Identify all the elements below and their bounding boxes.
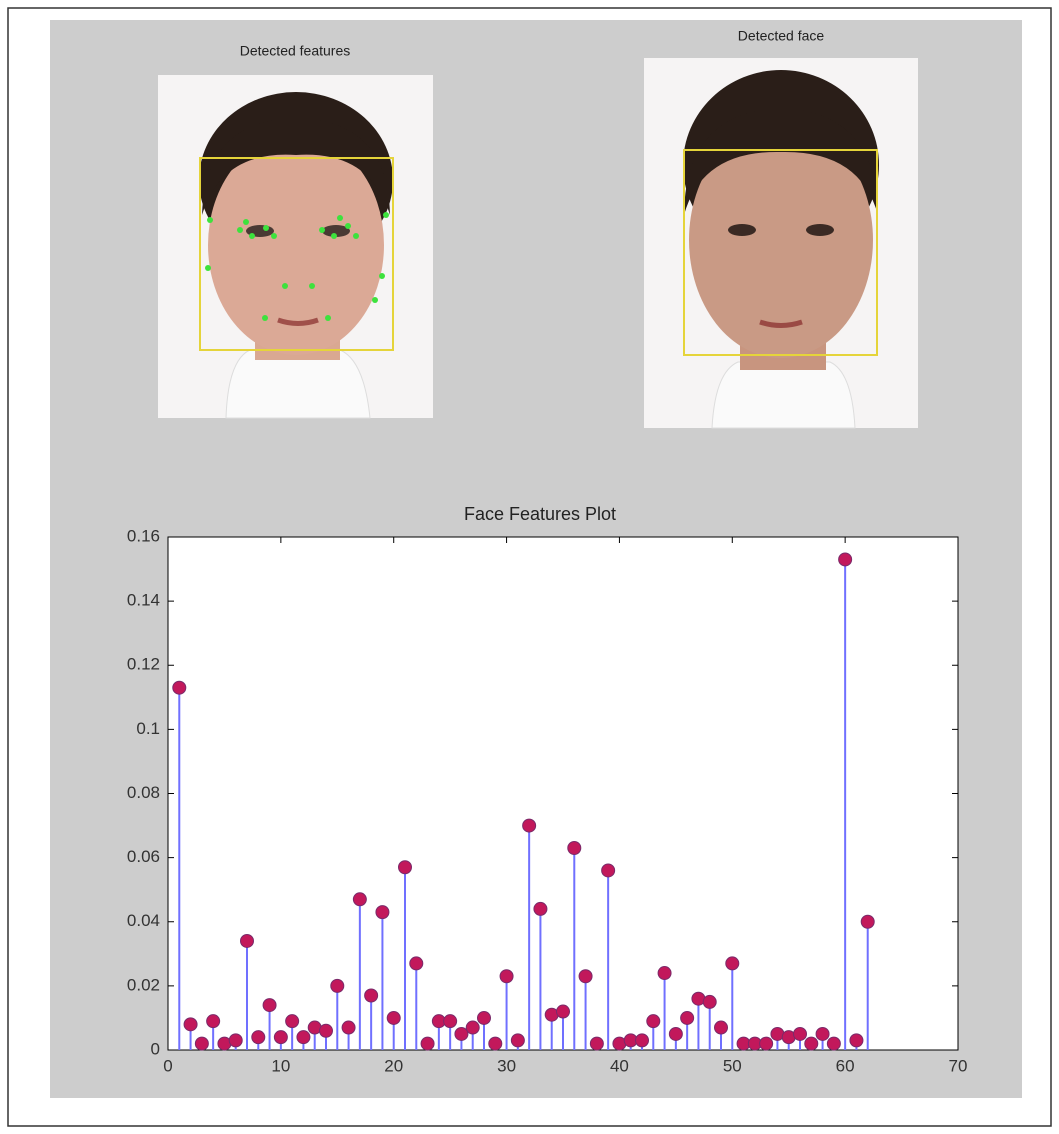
stem-marker xyxy=(590,1037,603,1050)
plot-area xyxy=(168,537,958,1050)
stem-marker xyxy=(399,861,412,874)
image-title: Detected features xyxy=(240,43,351,59)
stem-marker xyxy=(241,934,254,947)
stem-marker xyxy=(658,967,671,980)
stem-marker xyxy=(839,553,852,566)
y-tick-label: 0.02 xyxy=(127,975,160,994)
stem-marker xyxy=(726,957,739,970)
x-tick-label: 60 xyxy=(836,1056,855,1075)
stem-marker xyxy=(466,1021,479,1034)
stem-marker xyxy=(579,970,592,983)
x-tick-label: 50 xyxy=(723,1056,742,1075)
stem-marker xyxy=(229,1034,242,1047)
face-image-features xyxy=(158,75,433,418)
stem-marker xyxy=(794,1027,807,1040)
stem-marker xyxy=(681,1011,694,1024)
stem-marker xyxy=(387,1011,400,1024)
y-tick-label: 0.1 xyxy=(136,719,160,738)
chart-title: Face Features Plot xyxy=(464,504,616,524)
stem-marker xyxy=(444,1015,457,1028)
stem-marker xyxy=(376,906,389,919)
image-title: Detected face xyxy=(738,28,825,44)
y-tick-label: 0.14 xyxy=(127,591,160,610)
x-tick-label: 30 xyxy=(497,1056,516,1075)
x-tick-label: 0 xyxy=(163,1056,172,1075)
stem-marker xyxy=(500,970,513,983)
stem-marker xyxy=(534,902,547,915)
x-tick-label: 10 xyxy=(271,1056,290,1075)
stem-marker xyxy=(647,1015,660,1028)
stem-marker xyxy=(297,1031,310,1044)
y-tick-label: 0.12 xyxy=(127,655,160,674)
stem-marker xyxy=(274,1031,287,1044)
face-image-detected xyxy=(644,58,918,428)
stem-marker xyxy=(850,1034,863,1047)
stem-marker xyxy=(207,1015,220,1028)
stem-marker xyxy=(805,1037,818,1050)
x-tick-label: 40 xyxy=(610,1056,629,1075)
stem-marker xyxy=(602,864,615,877)
stem-marker xyxy=(523,819,536,832)
stem-marker xyxy=(861,915,874,928)
page: {"images": [{"title": "Detected features… xyxy=(0,0,1059,1134)
stem-marker xyxy=(263,999,276,1012)
y-tick-label: 0.04 xyxy=(127,911,160,930)
stem-marker xyxy=(511,1034,524,1047)
y-tick-label: 0.16 xyxy=(127,526,160,545)
x-tick-label: 20 xyxy=(384,1056,403,1075)
stem-marker xyxy=(184,1018,197,1031)
y-tick-label: 0 xyxy=(151,1039,160,1058)
stem-marker xyxy=(286,1015,299,1028)
stem-marker xyxy=(816,1027,829,1040)
stem-marker xyxy=(320,1024,333,1037)
stem-marker xyxy=(557,1005,570,1018)
stem-marker xyxy=(636,1034,649,1047)
stem-marker xyxy=(342,1021,355,1034)
y-tick-label: 0.06 xyxy=(127,847,160,866)
stem-marker xyxy=(760,1037,773,1050)
stem-marker xyxy=(715,1021,728,1034)
y-tick-label: 0.08 xyxy=(127,783,160,802)
stem-marker xyxy=(421,1037,434,1050)
stem-marker xyxy=(669,1027,682,1040)
stem-marker xyxy=(365,989,378,1002)
stem-marker xyxy=(173,681,186,694)
stem-marker xyxy=(331,979,344,992)
x-tick-label: 70 xyxy=(949,1056,968,1075)
stem-marker xyxy=(410,957,423,970)
stem-marker xyxy=(568,842,581,855)
stem-marker xyxy=(252,1031,265,1044)
stem-marker xyxy=(703,995,716,1008)
stem-marker xyxy=(195,1037,208,1050)
figure: Detected features Detected face Face Fea… xyxy=(0,0,1059,1134)
stem-marker xyxy=(827,1037,840,1050)
stem-marker xyxy=(353,893,366,906)
stem-marker xyxy=(478,1011,491,1024)
stem-marker xyxy=(489,1037,502,1050)
